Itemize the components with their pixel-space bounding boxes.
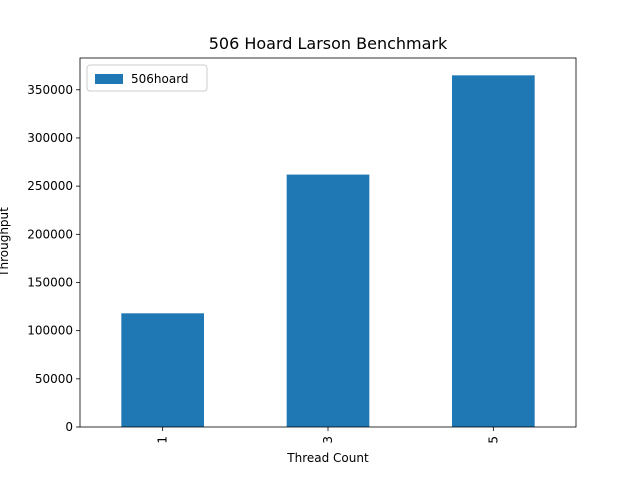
y-tick-label: 50000 bbox=[35, 372, 73, 386]
legend-swatch bbox=[95, 74, 123, 84]
x-tick-label: 5 bbox=[486, 436, 500, 444]
x-tick-label: 3 bbox=[321, 436, 335, 444]
legend-box bbox=[86, 64, 208, 92]
axes-spines bbox=[79, 57, 577, 428]
chart-title: 506 Hoard Larson Benchmark bbox=[209, 34, 448, 53]
y-axis: 0 50000 100000 150000 200000 250000 300000 3500… bbox=[27, 83, 80, 434]
y-tick-label: 300000 bbox=[27, 131, 73, 145]
y-axis-label: Throughput bbox=[0, 207, 11, 278]
x-tick-label: 1 bbox=[156, 436, 170, 444]
bar-5 bbox=[452, 75, 535, 427]
y-tick-label: 0 bbox=[65, 420, 73, 434]
plot-area bbox=[121, 75, 535, 427]
y-tick-label: 200000 bbox=[27, 227, 73, 241]
y-tick-label: 250000 bbox=[27, 179, 73, 193]
x-axis-label: Thread Count bbox=[286, 451, 369, 465]
plot-frame bbox=[79, 57, 577, 428]
y-tick-label: 150000 bbox=[27, 275, 73, 289]
legend: 506hoard bbox=[86, 64, 208, 92]
y-tick-label: 100000 bbox=[27, 324, 73, 338]
legend-label: 506hoard bbox=[131, 72, 189, 86]
bar-1 bbox=[121, 313, 204, 427]
x-axis: 1 3 5 bbox=[156, 427, 500, 444]
y-tick-label: 350000 bbox=[27, 83, 73, 97]
bar-3 bbox=[286, 174, 370, 427]
